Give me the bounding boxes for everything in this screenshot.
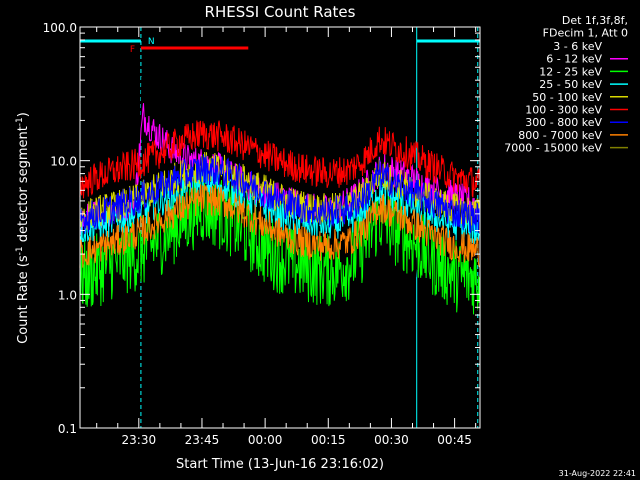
series-layer: [79, 53, 480, 335]
y-axis-label: Count Rate (s-1 detector segment-1): [15, 112, 31, 344]
legend-label-6: 300 - 800 keV: [525, 116, 602, 129]
legend-header-1: FDecim 1, Att 0: [543, 27, 628, 40]
axes-frame: [79, 26, 481, 429]
series-line-6: [79, 153, 480, 235]
series-line-2: [79, 175, 480, 315]
chart-title: RHESSI Count Rates: [205, 3, 356, 21]
x-tick-label-0: 23:30: [122, 433, 157, 447]
x-tick-label-5: 00:45: [437, 433, 472, 447]
y-tick-label-3: 100.0: [43, 21, 77, 35]
flags-layer: NF: [80, 37, 480, 55]
x-tick-label-4: 00:30: [374, 433, 409, 447]
legend-label-7: 800 - 7000 keV: [518, 129, 602, 142]
y-tick-label-0: 0.1: [58, 422, 77, 436]
series-line-4: [79, 151, 480, 230]
legend-label-8: 7000 - 15000 keV: [504, 142, 602, 155]
x-tick-label-1: 23:45: [185, 433, 220, 447]
x-tick-label-3: 00:15: [311, 433, 346, 447]
axes-layer: 0.1 1.0 10.0 100.0 23:30 23:45 00:00 00:15 00:30…: [43, 21, 481, 447]
y-tick-label-2: 10.0: [50, 155, 77, 169]
legend-label-4: 50 - 100 keV: [532, 91, 602, 104]
legend-label-5: 100 - 300 keV: [525, 104, 602, 117]
flag-label-n: N: [148, 37, 155, 47]
legend-label-2: 12 - 25 keV: [539, 65, 602, 78]
series-line-5: [79, 120, 480, 199]
legend-header-0: Det 1f,3f,8f,: [562, 14, 628, 27]
legend-label-0: 3 - 6 keV: [553, 40, 602, 53]
legend-label-1: 6 - 12 keV: [546, 53, 602, 66]
x-axis-label: Start Time (13-Jun-16 23:16:02): [176, 457, 384, 472]
x-tick-label-2: 00:00: [248, 433, 283, 447]
series-line-7: [79, 184, 480, 268]
legend-label-3: 25 - 50 keV: [539, 78, 602, 91]
y-tick-label-1: 1.0: [58, 288, 77, 302]
flag-label-f: F: [130, 45, 135, 55]
footer-timestamp: 31-Aug-2022 22:41: [559, 469, 636, 478]
